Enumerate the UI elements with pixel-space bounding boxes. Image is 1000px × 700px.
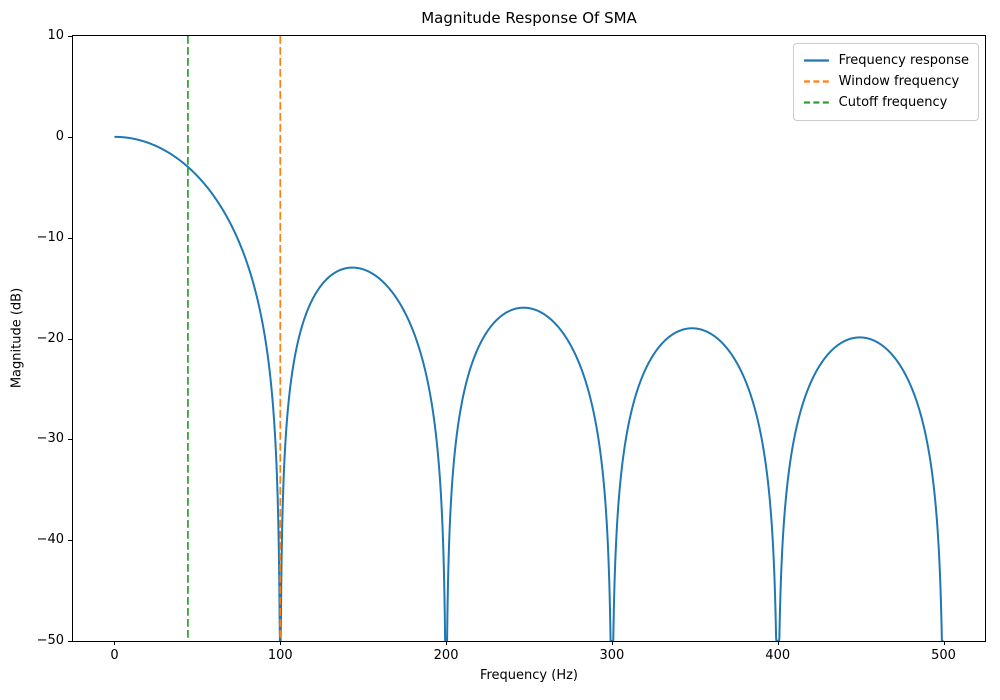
legend: Frequency response Window frequency Cuto… [792, 43, 979, 121]
y-tick-label: −10 [36, 229, 64, 245]
chart-title: Magnitude Response Of SMA [421, 9, 637, 27]
x-tick-mark [611, 641, 613, 645]
y-tick-mark [68, 641, 72, 642]
y-tick-mark [68, 540, 72, 542]
y-tick-label: −50 [36, 633, 64, 648]
x-tick-label: 400 [765, 648, 791, 663]
legend-label: Window frequency [838, 74, 960, 89]
y-tick-mark [68, 237, 72, 239]
x-tick-label: 0 [110, 648, 119, 663]
x-axis-label: Frequency (Hz) [479, 668, 579, 683]
x-tick-label: 500 [931, 648, 956, 663]
x-tick-label: 300 [599, 648, 625, 663]
x-tick-mark [446, 641, 448, 645]
x-tick-mark [114, 641, 116, 645]
y-tick-mark [68, 439, 72, 441]
x-tick-label: 200 [433, 648, 459, 663]
legend-label: Frequency response [838, 53, 969, 68]
frequency-response-curve [113, 135, 945, 641]
y-tick-mark [68, 136, 72, 138]
x-tick-mark [280, 641, 282, 645]
legend-item-frequency-response: Frequency response [803, 50, 969, 71]
plot-canvas [113, 36, 945, 641]
y-tick-label: −30 [36, 431, 64, 447]
window-frequency-dashed-line-icon [803, 80, 829, 83]
y-tick-label: 0 [55, 128, 64, 144]
legend-item-window-frequency: Window frequency [803, 71, 969, 92]
y-tick-mark [68, 36, 72, 37]
y-tick-mark [68, 338, 72, 340]
legend-item-cutoff-frequency: Cutoff frequency [803, 92, 969, 113]
x-tick-mark [943, 641, 945, 645]
cutoff-frequency-dashed-line-icon [803, 101, 829, 104]
plot-area: Frequency response Window frequency Cuto… [72, 35, 986, 642]
y-tick-label: 10 [47, 28, 64, 43]
frequency-response-line-icon [803, 59, 829, 62]
x-tick-mark [777, 641, 779, 645]
x-tick-label: 100 [267, 648, 293, 663]
y-tick-label: −40 [36, 532, 64, 548]
legend-label: Cutoff frequency [838, 95, 948, 110]
y-tick-label: −20 [36, 330, 64, 346]
